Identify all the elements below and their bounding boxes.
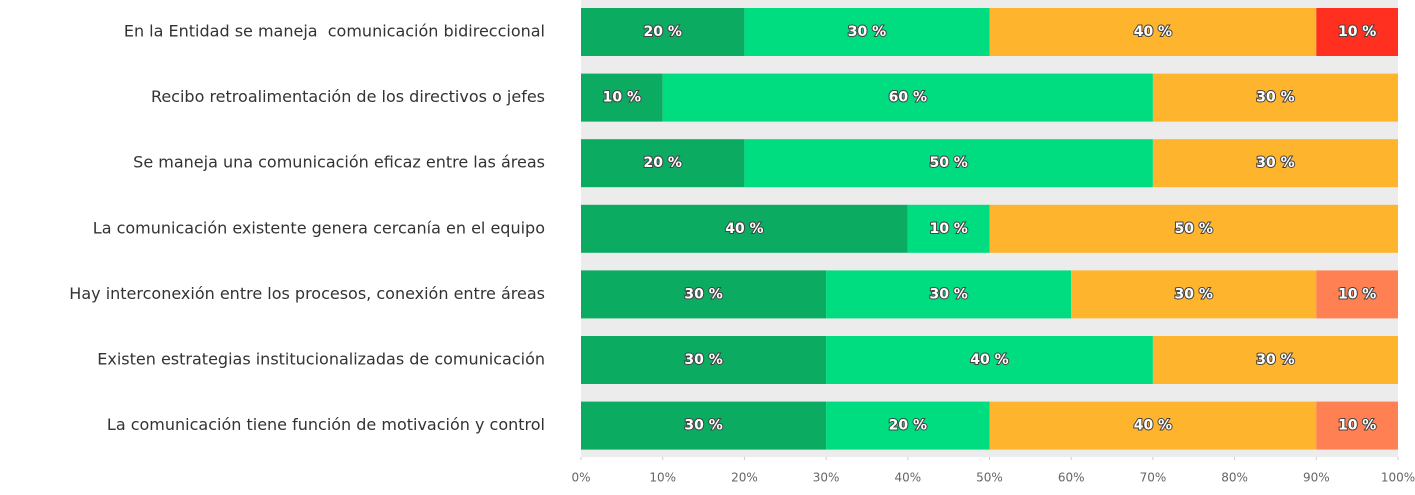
value-label: 30 %	[684, 352, 722, 368]
x-tick-label: 100%	[1381, 471, 1415, 485]
x-tick-label: 30%	[813, 471, 840, 485]
bar-segment	[1071, 270, 1317, 319]
value-label: 40 %	[725, 221, 763, 237]
bar-segment	[1316, 401, 1398, 450]
value-label: 10 %	[1338, 418, 1376, 434]
x-tick-label: 0%	[571, 471, 590, 485]
value-label: 40 %	[970, 352, 1008, 368]
category-label: Recibo retroalimentación de los directiv…	[151, 87, 545, 106]
bar-segment	[581, 139, 745, 188]
x-tick-label: 60%	[1058, 471, 1085, 485]
bar-segment	[744, 139, 1153, 188]
value-label: 10 %	[1338, 286, 1376, 302]
x-tick-label: 20%	[731, 471, 758, 485]
value-label: 30 %	[1175, 286, 1213, 302]
x-tick-label: 90%	[1303, 471, 1330, 485]
value-label: 20 %	[644, 24, 682, 40]
bar-segment	[989, 401, 1317, 450]
bar-segment	[581, 204, 908, 253]
bar-segment	[1152, 139, 1398, 188]
bar-segment	[744, 8, 990, 56]
value-label: 30 %	[684, 418, 722, 434]
x-tick-label: 10%	[649, 471, 676, 485]
category-label: Se maneja una comunicación eficaz entre …	[133, 153, 545, 172]
bar-segment	[1152, 336, 1398, 384]
category-label: Hay interconexión entre los procesos, co…	[69, 284, 545, 303]
bar-segment	[581, 8, 745, 56]
value-label: 10 %	[929, 221, 967, 237]
category-label: La comunicación existente genera cercaní…	[93, 218, 545, 237]
bar-segment	[662, 73, 1153, 122]
value-label: 30 %	[684, 286, 722, 302]
bar-segment	[1152, 73, 1398, 122]
value-label: 40 %	[1134, 24, 1172, 40]
bar-segment	[1316, 270, 1398, 319]
value-label: 20 %	[644, 155, 682, 171]
value-label: 10 %	[603, 90, 641, 106]
value-label: 50 %	[1175, 221, 1213, 237]
bar-segment	[581, 73, 663, 122]
bar-segment	[826, 336, 1153, 384]
bar-segment	[989, 204, 1398, 253]
bar-segment	[826, 270, 1072, 319]
value-label: 20 %	[889, 418, 927, 434]
bar-segment	[989, 8, 1317, 56]
bar-segment	[907, 204, 990, 253]
x-tick-label: 70%	[1140, 471, 1167, 485]
bar-segment	[826, 401, 990, 450]
value-label: 30 %	[1256, 352, 1294, 368]
value-label: 40 %	[1134, 418, 1172, 434]
value-label: 50 %	[929, 155, 967, 171]
value-label: 10 %	[1338, 24, 1376, 40]
value-label: 60 %	[889, 90, 927, 106]
bar-segment	[1316, 8, 1398, 56]
x-tick-label: 50%	[976, 471, 1003, 485]
x-tick-label: 40%	[894, 471, 921, 485]
x-tick-label: 80%	[1221, 471, 1248, 485]
category-label: La comunicación tiene función de motivac…	[107, 415, 545, 434]
value-label: 30 %	[848, 24, 886, 40]
bar-segment	[581, 401, 827, 450]
bar-segment	[581, 270, 827, 319]
value-label: 30 %	[1256, 90, 1294, 106]
category-label: En la Entidad se maneja comunicación bid…	[124, 22, 545, 41]
value-label: 30 %	[1256, 155, 1294, 171]
category-label: Existen estrategias institucionalizadas …	[97, 350, 545, 369]
bar-segment	[581, 336, 827, 384]
value-label: 30 %	[929, 286, 967, 302]
